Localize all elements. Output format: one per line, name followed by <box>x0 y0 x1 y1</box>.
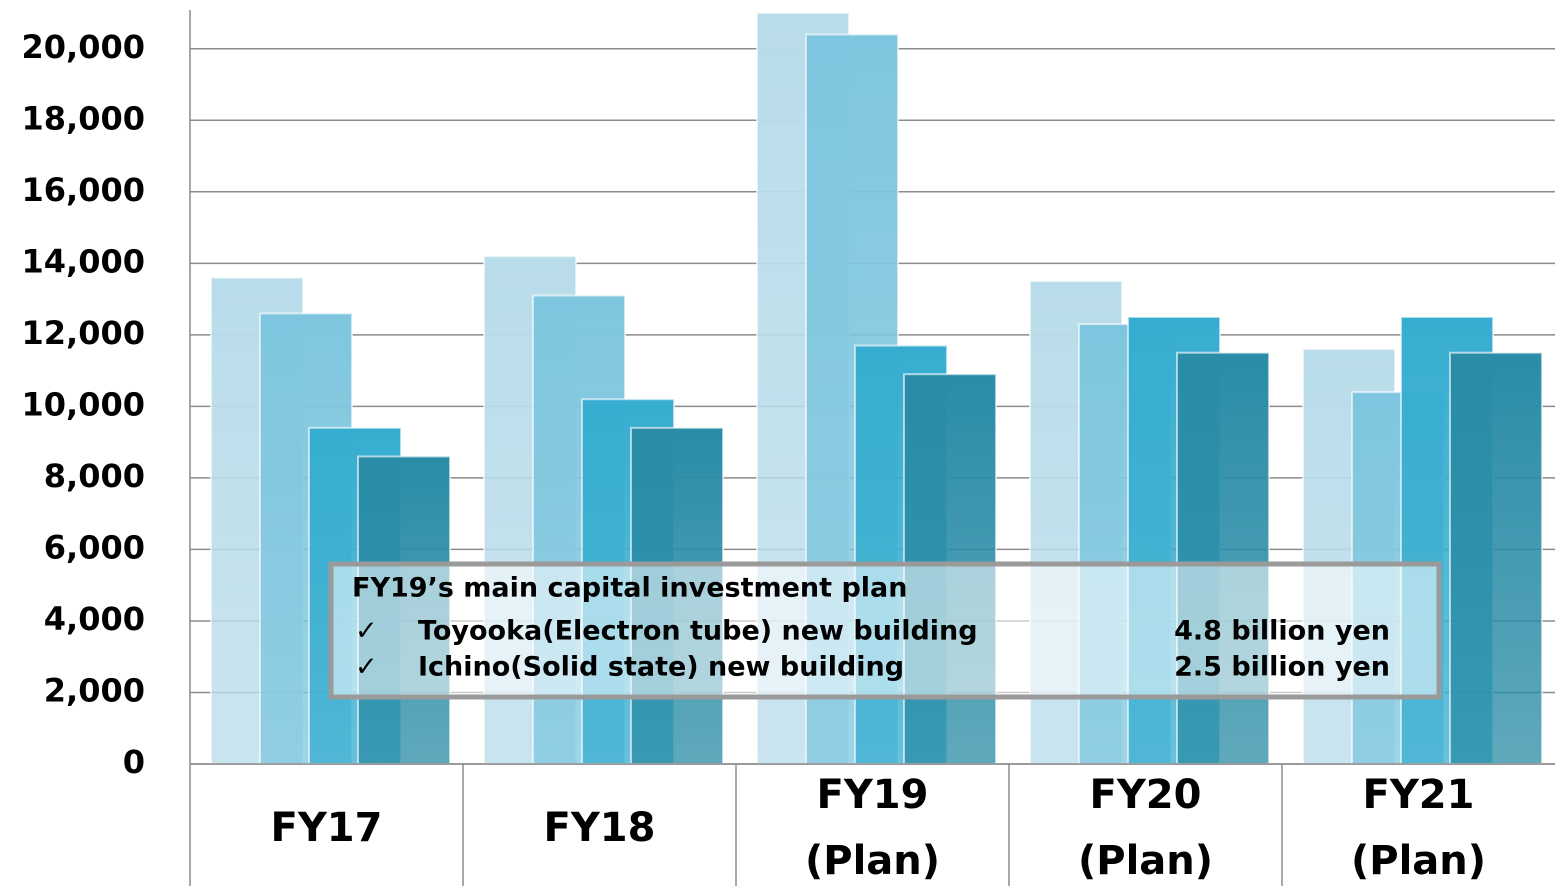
y-tick-label: 6,000 <box>44 528 145 566</box>
x-tick-label: (Plan) <box>805 838 940 884</box>
y-tick-label: 2,000 <box>44 671 145 709</box>
annotation-value: 4.8 billion yen <box>1174 616 1390 647</box>
x-tick-label: (Plan) <box>1351 838 1486 884</box>
x-tick-label: FY20 <box>1090 772 1202 818</box>
annotation-title: FY19’s main capital investment plan <box>352 573 907 604</box>
y-tick-label: 10,000 <box>22 385 145 423</box>
annotation-label: Toyooka(Electron tube) new building <box>418 616 978 647</box>
bar <box>1176 351 1270 764</box>
x-tick-label: FY17 <box>271 805 383 851</box>
x-tick-label: FY18 <box>544 805 656 851</box>
y-tick-label: 18,000 <box>22 99 145 137</box>
y-tick-label: 20,000 <box>22 28 145 66</box>
x-tick-label: (Plan) <box>1078 838 1213 884</box>
annotation-value: 2.5 billion yen <box>1174 652 1390 683</box>
annotation-box <box>328 561 1442 700</box>
bar <box>1449 351 1543 764</box>
annotation-check: ✓ <box>355 616 378 647</box>
x-tick-label: FY19 <box>817 772 929 818</box>
annotation-check: ✓ <box>355 652 378 683</box>
y-tick-label: 12,000 <box>22 314 145 352</box>
y-tick-label: 14,000 <box>22 242 145 280</box>
annotation-label: Ichino(Solid state) new building <box>418 652 904 683</box>
y-tick-label: 4,000 <box>44 600 145 638</box>
y-tick-label: 8,000 <box>44 457 145 495</box>
y-tick-label: 0 <box>123 743 145 781</box>
x-tick-label: FY21 <box>1363 772 1475 818</box>
y-tick-label: 16,000 <box>22 171 145 209</box>
